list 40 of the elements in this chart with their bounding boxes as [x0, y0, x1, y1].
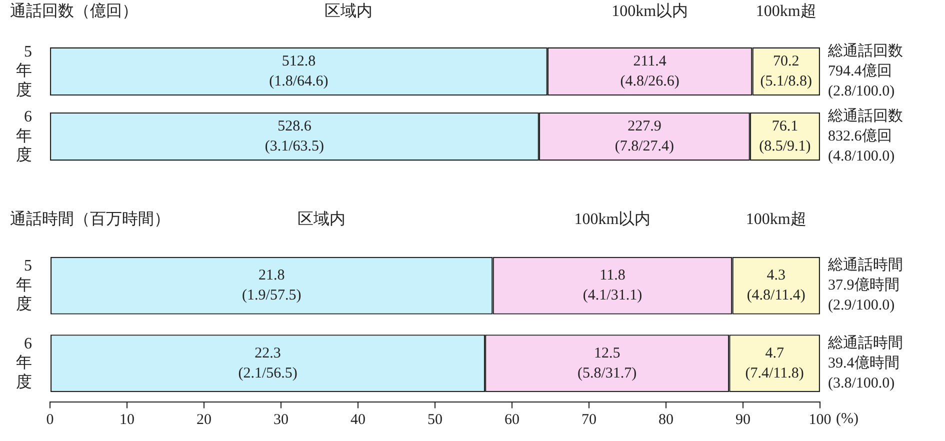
x-tick-label: 90 — [736, 412, 750, 428]
data-label: 70.2 (5.1/8.8) — [760, 53, 812, 90]
x-tick-label: 0 — [46, 412, 54, 428]
data-label: 11.8 (4.1/31.1) — [582, 268, 642, 304]
data-label: 4.3 (4.8/11.4) — [746, 268, 806, 304]
text: 総通話時間 39.4億時間 (3.8/100.0) — [827, 334, 903, 392]
x-tick-label: 40 — [350, 412, 366, 428]
data-label: 76.1 (8.5/9.1) — [759, 118, 811, 155]
x-tick-label: 100 — [808, 412, 832, 428]
y-tick-label: 5年度 — [16, 258, 32, 314]
x-axis-title: (%) — [836, 411, 858, 428]
x-tick-label: 50 — [428, 412, 442, 428]
x-tick-label: 60 — [504, 412, 520, 428]
x-tick-label: 80 — [658, 412, 674, 428]
data-label: 12.5 (5.8/31.7) — [578, 345, 637, 382]
x-tick-label: 20 — [196, 412, 212, 428]
data-label: 4.7 (7.4/11.8) — [745, 345, 804, 382]
text: 総通話時間 37.9億時間 (2.9/100.0) — [827, 256, 903, 314]
series-label: 区域内 — [324, 2, 373, 20]
data-label: 211.4 (4.8/26.6) — [620, 53, 680, 90]
series-label: 100km以内 — [574, 210, 651, 228]
series-label: 100km超 — [746, 211, 806, 228]
series-label: 100km超 — [756, 3, 816, 20]
text: 総通話回数 794.4億回 (2.8/100.0) — [827, 42, 903, 100]
x-tick-label: 10 — [120, 412, 134, 428]
series-label: 区域内 — [298, 210, 346, 228]
y-tick-label: 6年度 — [16, 335, 32, 391]
x-tick-label: 70 — [582, 412, 596, 428]
data-label: 512.8 (1.8/64.6) — [269, 53, 328, 90]
series-label: 100km以内 — [612, 2, 688, 20]
data-label: 21.8 (1.9/57.5) — [242, 268, 302, 304]
chart-title: 通話回数（億回） — [10, 2, 138, 20]
data-label: 227.9 (7.8/27.4) — [614, 118, 674, 155]
x-tick-label: 30 — [274, 412, 288, 428]
chart-title: 通話時間（百万時間） — [10, 210, 170, 228]
y-tick-label: 5年度 — [16, 43, 32, 99]
text: 総通話回数 832.6億回 (4.8/100.0) — [827, 108, 903, 165]
y-tick-label: 6年度 — [16, 108, 32, 164]
data-label: 22.3 (2.1/56.5) — [238, 345, 298, 382]
data-label: 528.6 (3.1/63.5) — [264, 118, 324, 155]
